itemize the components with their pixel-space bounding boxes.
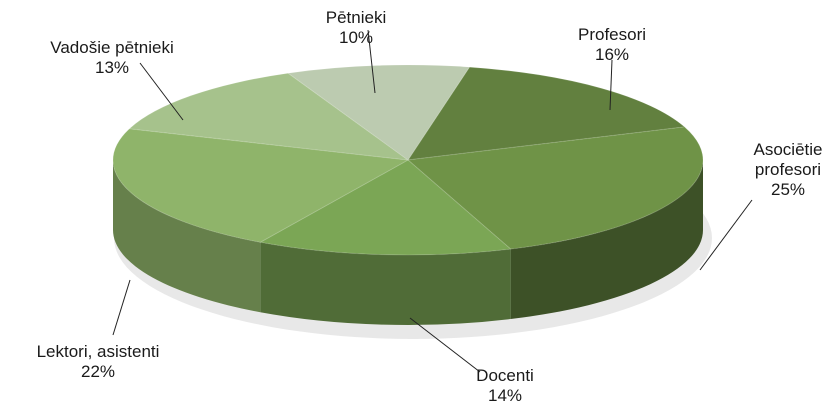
value-label: 13% [94, 58, 130, 77]
data-label: Asociētie profesori 25% [743, 140, 833, 200]
leader-line [609, 59, 613, 111]
value-label: 14% [487, 386, 523, 402]
value-label: 16% [594, 45, 630, 64]
value-label: 22% [80, 362, 116, 381]
leader-line [367, 29, 376, 94]
pie-slice [286, 64, 471, 161]
pie-side [113, 160, 261, 313]
value-label: 25% [770, 180, 806, 199]
leader-line [409, 317, 481, 373]
category-label: Lektori, asistenti [36, 342, 160, 361]
data-label: Pētnieki 10% [301, 8, 411, 48]
pie-slice [406, 66, 686, 161]
data-label: Lektori, asistenti 22% [3, 342, 193, 382]
data-label: Profesori 16% [567, 25, 657, 65]
category-label: Pētnieki [325, 8, 387, 27]
pie-slice [258, 159, 512, 256]
category-label: Asociētie profesori [753, 140, 823, 179]
category-label: Docenti [476, 366, 534, 385]
data-label: Vadošie pētnieki 13% [22, 38, 202, 78]
leader-line [139, 62, 184, 121]
pie-slice [112, 128, 410, 243]
pie-slice [406, 126, 704, 250]
leader-line [699, 199, 753, 271]
category-label: Vadošie pētnieki [50, 38, 174, 57]
category-label: Profesori [577, 25, 647, 44]
leader-line [112, 279, 131, 336]
pie-side [260, 242, 511, 325]
pie-slice [128, 72, 410, 161]
pie-side [510, 160, 703, 320]
value-label: 10% [338, 28, 374, 47]
data-label: Docenti 14% [460, 366, 550, 402]
